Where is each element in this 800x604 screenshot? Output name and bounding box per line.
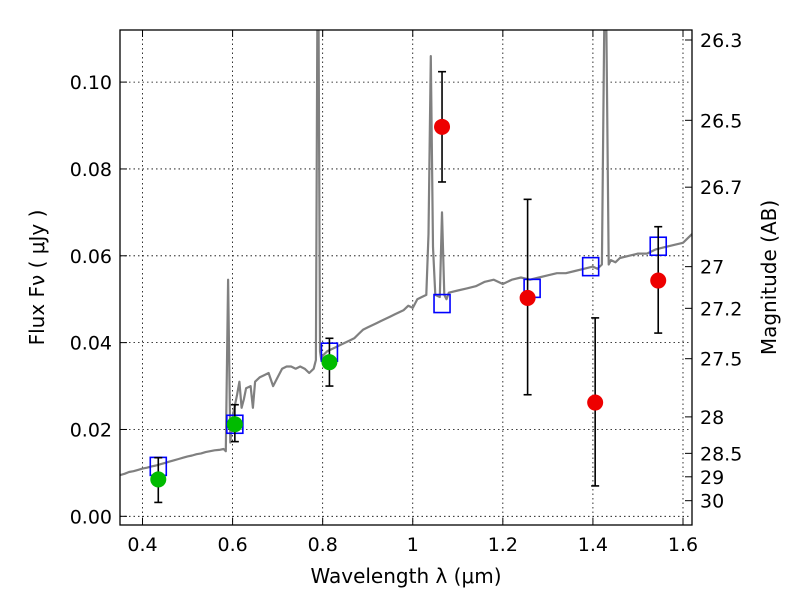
x-tick-label: 1 — [407, 534, 419, 556]
plot-frame — [119, 29, 693, 526]
y2-tick-label: 28 — [700, 407, 724, 429]
red-point — [434, 118, 451, 135]
model-box-marker — [581, 256, 600, 277]
grid-lines — [120, 30, 692, 525]
red-point — [650, 272, 667, 289]
y-tick-label: 0.06 — [70, 246, 112, 268]
y2-tick-label: 28.5 — [700, 443, 742, 465]
model-box-marker — [433, 293, 451, 314]
y-tick-label: 0.00 — [70, 506, 112, 528]
y2-axis-title: Magnitude (AB) — [757, 200, 781, 355]
y-axis-title: Flux Fν ( μJy ) — [25, 210, 49, 346]
axis-ticks: 0.4 0.6 0.8 1 1.2 1.4 1.6 0.00 0.02 0.04 0.06 0.08 0… — [70, 30, 743, 556]
x-tick-label: 0.8 — [308, 534, 338, 556]
spectrum-line — [120, 30, 692, 477]
x-tick-label: 1.6 — [668, 534, 698, 556]
red-point — [587, 394, 604, 411]
plot-data-layer — [120, 30, 692, 504]
y2-tick-label: 29 — [700, 467, 724, 489]
detection-point — [150, 471, 167, 488]
y2-tick-label: 27 — [700, 257, 724, 279]
x-tick-label: 1.2 — [488, 534, 518, 556]
y2-tick-label: 30 — [700, 491, 724, 513]
x-tick-label: 0.4 — [127, 534, 157, 556]
y-tick-label: 0.08 — [70, 159, 112, 181]
y2-tick-label: 26.5 — [700, 110, 742, 132]
x-tick-label: 0.6 — [217, 534, 247, 556]
y-tick-label: 0.02 — [70, 419, 112, 441]
y2-tick-label: 26.3 — [700, 30, 742, 52]
x-axis-title: Wavelength λ (μm) — [310, 564, 501, 588]
y2-tick-label: 27.5 — [700, 349, 742, 371]
y2-tick-label: 27.2 — [700, 298, 742, 320]
x-tick-label: 1.4 — [578, 534, 608, 556]
detection-point — [226, 416, 243, 433]
y2-tick-label: 26.7 — [700, 177, 742, 199]
red-point — [519, 289, 536, 306]
y-tick-label: 0.10 — [70, 72, 112, 94]
detection-point — [321, 354, 338, 371]
y-tick-label: 0.04 — [70, 333, 112, 355]
